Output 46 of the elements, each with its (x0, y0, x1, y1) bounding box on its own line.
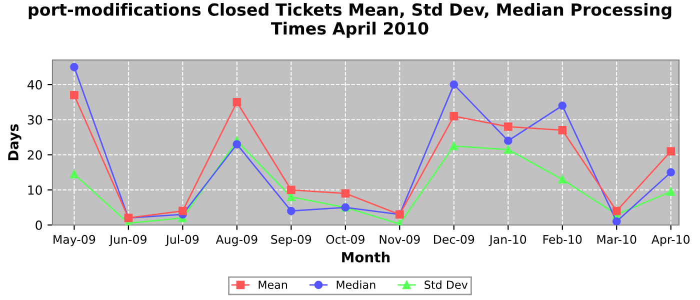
point (612, 217, 621, 225)
point (450, 142, 458, 150)
point (70, 90, 78, 100)
x-tick-label: Oct-09 (326, 234, 364, 244)
chart-title: port-modifications Closed Tickets Mean, Std Dev, Median Processing Times April 2010 (28, 3, 672, 38)
x-tick-label: Mar-10 (597, 234, 636, 244)
point (178, 206, 187, 216)
x-tick-label: Nov-09 (380, 234, 420, 244)
y-tick-label: 0 (36, 220, 42, 230)
point (558, 175, 567, 184)
y-tick-label: 30 (28, 115, 42, 125)
point (558, 126, 567, 134)
point (450, 112, 458, 120)
point (232, 98, 242, 106)
y-tick-label: 10 (28, 185, 42, 195)
point (666, 187, 676, 196)
x-tick-label: Dec-09 (434, 234, 474, 244)
point (504, 145, 512, 154)
x-tick-label: Feb-10 (543, 234, 582, 244)
x-tick-label: Sep-09 (271, 234, 312, 246)
legend-label: Mean (258, 280, 288, 289)
legend-label: Std Dev (424, 280, 468, 289)
x-tick-label: Jul-09 (165, 234, 199, 246)
point (558, 101, 567, 110)
x-tick-label: Jun-09 (108, 234, 146, 246)
y-axis-title: Days (8, 124, 22, 160)
x-axis-title: Month (342, 252, 390, 262)
point (504, 122, 512, 131)
y-tick-label: 20 (28, 150, 42, 160)
point (666, 168, 676, 177)
point (612, 206, 621, 216)
x-tick-label: Jan-10 (488, 234, 526, 246)
point (287, 186, 296, 194)
x-tick-label: Aug-09 (216, 234, 258, 246)
x-tick-label: May-09 (54, 234, 96, 246)
point (232, 140, 242, 148)
point (70, 170, 78, 178)
point (70, 62, 78, 72)
y-tick-label: 40 (27, 80, 42, 90)
x-tick-label: Apr-10 (651, 234, 690, 246)
point (341, 189, 350, 198)
point (504, 136, 512, 145)
point (287, 206, 296, 216)
point (666, 147, 676, 156)
legend-label: Median (336, 280, 376, 289)
point (450, 80, 458, 89)
